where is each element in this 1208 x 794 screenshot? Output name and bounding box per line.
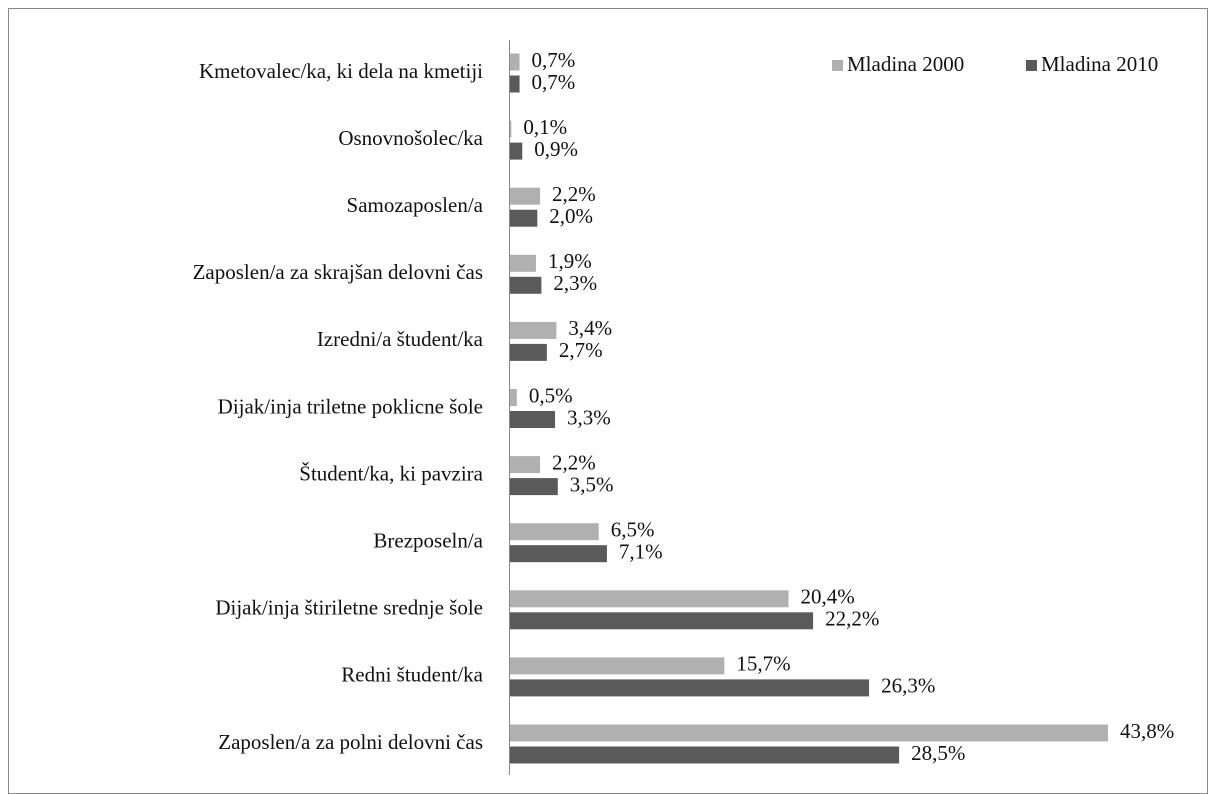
bar	[510, 523, 599, 541]
value-label: 0,7%	[532, 70, 576, 94]
value-label: 2,7%	[559, 338, 603, 362]
value-label: 3,3%	[567, 405, 611, 429]
bar	[510, 456, 541, 474]
bar	[510, 343, 547, 361]
value-label: 22,2%	[825, 607, 879, 631]
category-label: Kmetovalec/ka, ki dela na kmetiji	[199, 59, 483, 83]
bar	[510, 75, 520, 93]
value-label: 1,9%	[548, 249, 592, 273]
bar	[510, 209, 538, 227]
bar	[510, 276, 542, 294]
bar	[510, 478, 558, 496]
bar	[510, 746, 900, 764]
category-label: Dijak/inja štiriletne srednje šole	[215, 596, 483, 620]
bar	[510, 612, 814, 630]
value-label: 15,7%	[736, 652, 790, 676]
value-label: 43,8%	[1120, 719, 1174, 743]
value-label: 2,3%	[553, 271, 597, 295]
value-label: 2,0%	[549, 204, 593, 228]
bar	[510, 142, 523, 160]
value-label: 20,4%	[801, 585, 855, 609]
bar	[510, 411, 556, 428]
value-label: 2,2%	[552, 182, 596, 206]
value-label: 26,3%	[881, 674, 935, 698]
bar	[510, 657, 725, 675]
category-label: Izredni/a študent/ka	[317, 327, 484, 351]
category-label: Redni študent/ka	[341, 663, 483, 687]
chart-frame	[8, 8, 1208, 794]
value-label: 3,4%	[568, 316, 612, 340]
bar	[510, 389, 517, 406]
bar	[510, 590, 789, 608]
bar	[510, 724, 1108, 742]
legend-label: Mladina 2000	[847, 52, 964, 76]
category-label: Dijak/inja triletne poklicne šole	[218, 394, 483, 418]
legend-swatch	[1026, 60, 1037, 71]
bar	[510, 254, 536, 272]
legend-label: Mladina 2010	[1041, 52, 1158, 76]
category-label: Samozaposlen/a	[347, 193, 484, 217]
category-label: Zaposlen/a za skrajšan delovni čas	[193, 260, 483, 284]
category-label: Brezposeln/a	[373, 529, 483, 553]
value-label: 7,1%	[619, 540, 663, 564]
bar	[510, 545, 607, 563]
bar	[510, 187, 541, 205]
bar	[510, 679, 870, 697]
value-label: 0,5%	[529, 383, 573, 407]
category-label: Zaposlen/a za polni delovni čas	[218, 730, 483, 754]
bar	[510, 53, 520, 71]
bar	[510, 120, 512, 138]
value-label: 28,5%	[911, 741, 965, 765]
category-label: Osnovnošolec/ka	[338, 126, 483, 150]
value-label: 0,7%	[532, 48, 576, 72]
category-label: Študent/ka, ki pavzira	[299, 461, 483, 485]
value-label: 3,5%	[570, 472, 614, 496]
legend-swatch	[832, 60, 843, 71]
value-label: 0,9%	[534, 137, 578, 161]
value-label: 0,1%	[523, 115, 567, 139]
value-label: 2,2%	[552, 450, 596, 474]
value-label: 6,5%	[611, 518, 655, 542]
bar	[510, 321, 557, 339]
